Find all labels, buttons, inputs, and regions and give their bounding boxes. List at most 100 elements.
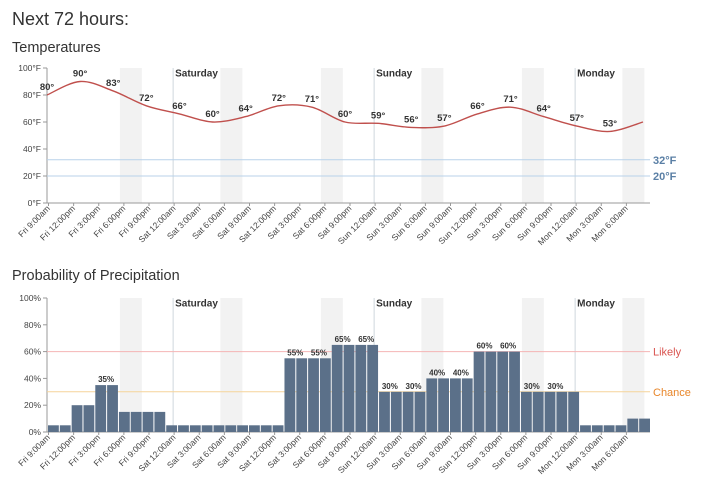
temperature-point-label: 72° (139, 93, 154, 104)
temperature-point-label: 66° (172, 101, 187, 112)
temperature-point-label: 80° (40, 82, 55, 93)
precip-bar (520, 391, 532, 432)
temperature-point-label: 57° (437, 113, 452, 124)
precip-bar (284, 358, 296, 432)
day-label: Monday (577, 68, 615, 79)
night-shade-band (421, 68, 444, 203)
y-tick-label: 60°F (23, 117, 41, 127)
precip-bar (461, 378, 473, 432)
precip-bar (603, 425, 615, 432)
precip-bar (355, 344, 367, 432)
precip-bar (189, 425, 201, 432)
night-shade-band (622, 298, 645, 432)
page-title: Next 72 hours: (12, 9, 130, 29)
precip-value-label: 30% (406, 382, 422, 391)
y-tick-label: 40% (24, 373, 41, 383)
precip-bar (260, 425, 272, 432)
temperature-chart: Saturday Sunday Monday 0°F 20°F 40°F 60°F 80°F 1… (16, 63, 677, 247)
temperature-point-label: 66° (470, 101, 485, 112)
precip-bar (95, 385, 107, 432)
temperature-point-label: 60° (338, 109, 353, 120)
precip-value-label: 30% (524, 382, 540, 391)
temperatures-section-title: Temperatures (12, 40, 101, 56)
y-tick-label: 60% (24, 347, 41, 357)
precip-bar (331, 344, 343, 432)
precip-bar (497, 351, 509, 432)
temperature-reference-label: 32°F (653, 155, 677, 167)
precip-bar (154, 411, 166, 432)
temperature-reference-label: 20°F (653, 171, 677, 183)
day-label: Monday (577, 298, 615, 309)
temperature-point-label: 72° (272, 93, 287, 104)
precip-bar (308, 358, 319, 432)
night-shade-band (521, 68, 544, 203)
precip-bar (296, 358, 308, 432)
temperature-point-label: 64° (238, 104, 253, 115)
precip-bar (473, 351, 485, 432)
precip-reference-label: Chance (653, 387, 691, 399)
precip-bar (450, 378, 461, 432)
precipitation-section-title: Probability of Precipitation (12, 268, 180, 284)
precip-value-label: 35% (98, 375, 114, 384)
precip-bar (142, 411, 154, 432)
precip-bar (178, 425, 189, 432)
temperature-point-label: 56° (404, 114, 419, 125)
temperature-point-label: 53° (603, 118, 618, 129)
precip-bar (71, 405, 83, 432)
precip-bar (319, 358, 331, 432)
precip-bar (213, 425, 225, 432)
precip-bar (402, 391, 414, 432)
temperature-line (46, 80, 644, 133)
temperature-point-label: 60° (205, 109, 220, 120)
day-label: Sunday (376, 68, 413, 79)
precip-bar (509, 351, 520, 432)
precip-bar (580, 425, 591, 432)
temperature-point-label: 57° (570, 113, 585, 124)
temperature-point-label: 90° (73, 69, 88, 80)
precip-bar (343, 344, 355, 432)
precip-bar (639, 418, 650, 432)
night-shade-band (119, 298, 142, 432)
precip-bar (438, 378, 449, 432)
precip-value-label: 40% (453, 368, 469, 377)
precip-reference-label: Likely (653, 347, 682, 359)
precip-bar (237, 425, 248, 432)
precip-bar (390, 391, 402, 432)
precip-value-label: 30% (382, 382, 398, 391)
precip-bar (556, 391, 568, 432)
precip-bar (107, 385, 118, 432)
day-label: Saturday (175, 298, 218, 309)
temperature-point-label: 64° (536, 104, 551, 115)
precip-bar (367, 344, 379, 432)
temperature-point-label: 83° (106, 78, 121, 89)
precip-bar (568, 391, 580, 432)
precip-value-label: 40% (429, 368, 445, 377)
y-tick-label: 0% (29, 427, 42, 437)
precip-value-label: 60% (476, 342, 492, 351)
precip-bar (414, 391, 426, 432)
y-tick-label: 100% (19, 293, 41, 303)
precip-value-label: 65% (358, 335, 374, 344)
day-label: Sunday (376, 298, 413, 309)
y-tick-label: 40°F (23, 144, 41, 154)
precip-bar (485, 351, 497, 432)
precip-bar (591, 425, 603, 432)
precip-bar (130, 411, 142, 432)
precip-bar (225, 425, 237, 432)
temperature-point-label: 71° (305, 94, 320, 105)
precip-bar (627, 418, 639, 432)
precip-bar (166, 425, 178, 432)
precip-bar (201, 425, 213, 432)
precip-bar (615, 425, 627, 432)
precip-value-label: 30% (547, 382, 563, 391)
y-tick-label: 80°F (23, 90, 41, 100)
precip-value-label: 65% (335, 335, 351, 344)
precip-value-label: 55% (311, 348, 327, 357)
y-tick-label: 100°F (18, 63, 41, 73)
night-shade-band (320, 68, 343, 203)
precip-bar (532, 391, 544, 432)
precip-bar (59, 425, 71, 432)
precip-bar (272, 425, 284, 432)
y-tick-label: 0°F (28, 198, 41, 208)
night-shade-band (622, 68, 645, 203)
